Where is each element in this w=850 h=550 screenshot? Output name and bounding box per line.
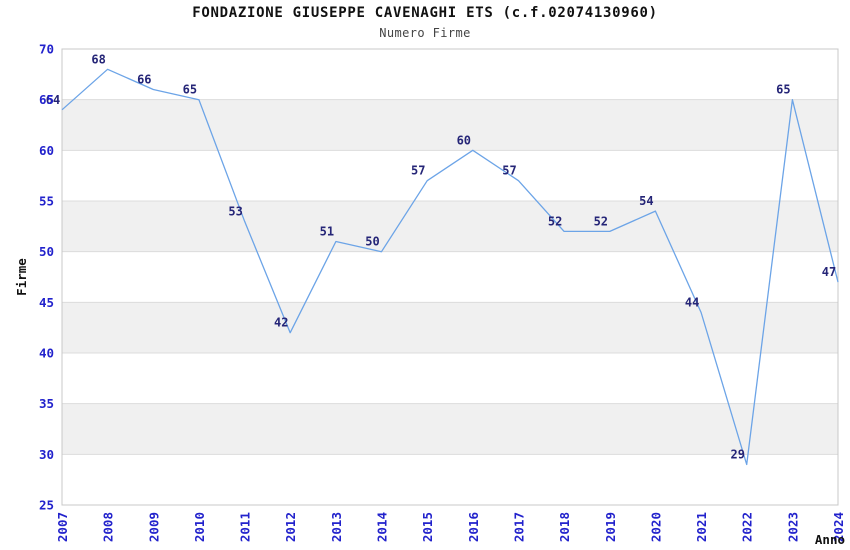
plot-border	[61, 48, 839, 506]
x-axis-title: Anno	[815, 532, 845, 547]
chart-subtitle: Numero Firme	[379, 26, 471, 40]
y-tick-label: 40	[39, 346, 54, 361]
data-point-label: 52	[594, 214, 608, 228]
x-tick-label: 2012	[283, 512, 298, 542]
data-point-label: 47	[822, 265, 836, 279]
y-tick-label: 45	[39, 295, 54, 310]
x-tick-label: 2020	[648, 512, 663, 542]
data-point-label: 44	[685, 296, 699, 310]
y-tick-label: 25	[39, 498, 54, 513]
plot-band	[62, 99, 838, 151]
data-point-label: 53	[228, 204, 242, 218]
plot-band	[62, 403, 838, 455]
x-tick-label: 2018	[557, 512, 572, 542]
data-line	[61, 68, 839, 466]
data-point-label: 60	[457, 133, 471, 147]
data-point-label: 50	[365, 235, 379, 249]
y-tick-label: 50	[39, 244, 54, 259]
x-tick-label: 2015	[420, 512, 435, 542]
data-point-label: 57	[502, 164, 516, 178]
chart-title: FONDAZIONE GIUSEPPE CAVENAGHI ETS (c.f.0…	[192, 5, 658, 21]
y-tick-label: 65	[39, 92, 54, 107]
x-tick-label: 2010	[192, 512, 207, 542]
x-tick-label: 2013	[329, 512, 344, 542]
data-point-label: 52	[548, 214, 562, 228]
plot-band	[62, 302, 838, 353]
y-tick-label: 55	[39, 194, 54, 209]
x-tick-label: 2007	[55, 512, 70, 542]
data-point-label: 54	[639, 194, 653, 208]
y-tick-label: 30	[39, 447, 54, 462]
y-axis-title: Firme	[14, 258, 29, 296]
data-point-label: 64	[46, 93, 60, 107]
data-point-label: 29	[730, 448, 744, 462]
x-tick-label: 2011	[238, 512, 253, 542]
x-tick-label: 2024	[831, 512, 846, 542]
x-tick-label: 2021	[694, 512, 709, 542]
data-point-label: 68	[91, 52, 105, 66]
plot-band	[62, 201, 838, 252]
x-tick-label: 2014	[375, 512, 390, 542]
x-tick-label: 2023	[785, 512, 800, 542]
x-tick-label: 2019	[603, 512, 618, 542]
x-tick-label: 2017	[512, 512, 527, 542]
data-point-label: 42	[274, 316, 288, 330]
data-point-label: 57	[411, 164, 425, 178]
y-tick-label: 70	[39, 42, 54, 57]
x-tick-label: 2009	[146, 512, 161, 542]
data-point-label: 51	[320, 225, 334, 239]
x-tick-label: 2016	[466, 512, 481, 542]
y-tick-label: 60	[39, 143, 54, 158]
y-tick-label: 35	[39, 396, 54, 411]
data-point-label: 65	[183, 83, 197, 97]
data-point-label: 66	[137, 73, 151, 87]
x-tick-label: 2008	[101, 512, 116, 542]
x-tick-label: 2022	[740, 512, 755, 542]
data-point-label: 65	[776, 83, 790, 97]
